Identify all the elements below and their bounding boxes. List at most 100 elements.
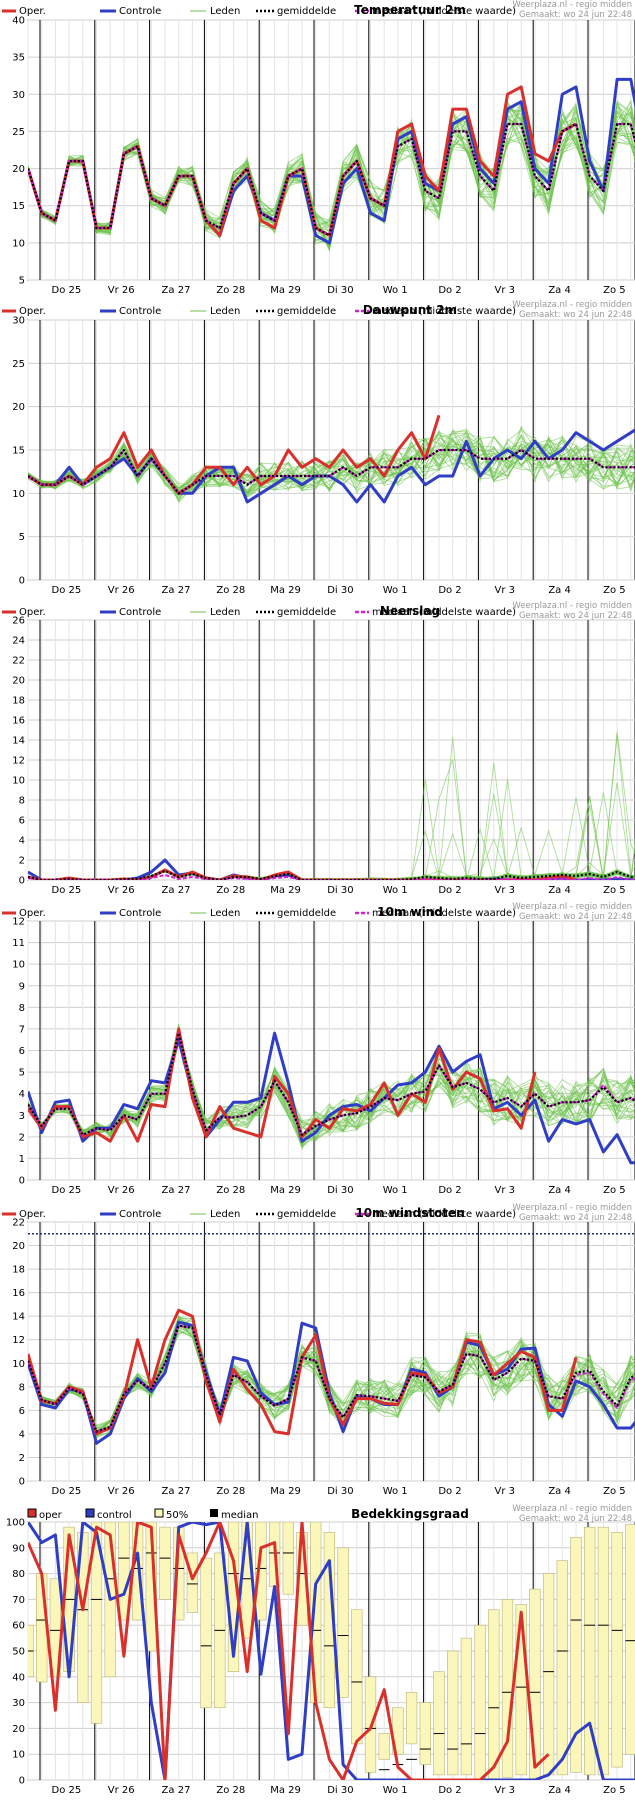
x-tick-label: Ma 29 bbox=[270, 885, 301, 896]
chart-title: Dauwpunt 2m bbox=[363, 303, 457, 317]
made-stamp: Gemaakt: wo 24 jun 22:48 bbox=[519, 10, 632, 20]
legend-mean-label: gemiddelde bbox=[277, 1209, 336, 1220]
y-tick-label: 4 bbox=[19, 836, 25, 847]
y-tick-label: 16 bbox=[12, 716, 25, 727]
y-tick-label: 15 bbox=[12, 446, 25, 457]
y-tick-label: 30 bbox=[12, 1698, 25, 1709]
plot-area bbox=[27, 1221, 635, 1482]
legend-band-label: 50% bbox=[166, 1510, 188, 1521]
legend-oper-swatch bbox=[27, 1508, 37, 1518]
legend-mean-label: gemiddelde bbox=[277, 607, 336, 618]
y-tick-label: 5 bbox=[19, 532, 25, 543]
y-tick-label: 70 bbox=[12, 1595, 25, 1606]
series-line-controle bbox=[28, 1031, 635, 1165]
plot-content bbox=[28, 414, 635, 504]
legend-median-label: mediaan (middelste waarde) bbox=[372, 1209, 516, 1220]
cover-band-bar bbox=[474, 1624, 486, 1780]
legend-members-label: Leden bbox=[210, 908, 240, 919]
x-tick-label: Do 2 bbox=[438, 285, 461, 296]
x-tick-label: Za 4 bbox=[548, 885, 571, 896]
made-stamp: Gemaakt: wo 24 jun 22:48 bbox=[519, 611, 632, 621]
x-tick-label: Ma 29 bbox=[270, 1185, 301, 1196]
site-stamp: Weerplaza.nl - regio midden bbox=[512, 601, 632, 611]
y-tick-label: 0 bbox=[19, 576, 25, 587]
y-tick-label: 20 bbox=[12, 676, 25, 687]
y-tick-label: 18 bbox=[12, 1265, 25, 1276]
y-tick-label: 14 bbox=[12, 736, 25, 747]
site-stamp: Weerplaza.nl - regio midden bbox=[512, 0, 632, 10]
y-tick-label: 12 bbox=[12, 917, 25, 928]
x-tick-label: Zo 28 bbox=[216, 1486, 245, 1497]
chart-title: 10m wind bbox=[377, 905, 443, 919]
x-tick-label: Za 4 bbox=[548, 1486, 571, 1497]
series-line-mediaanmiddelstewaarde bbox=[28, 449, 635, 495]
legend-control-label: Controle bbox=[119, 306, 161, 317]
cover-band-bar bbox=[282, 1522, 294, 1595]
y-tick-label: 8 bbox=[19, 796, 25, 807]
member-line bbox=[28, 109, 635, 249]
y-tick-label: 22 bbox=[12, 1218, 25, 1229]
x-tick-label: Zo 5 bbox=[603, 585, 626, 596]
member-line bbox=[28, 1315, 635, 1439]
cover-band-bar bbox=[36, 1573, 48, 1683]
y-tick-label: 40 bbox=[12, 1672, 25, 1683]
x-tick-label: Ma 29 bbox=[270, 1785, 301, 1796]
cover-band-bar bbox=[255, 1522, 267, 1621]
y-tick-label: 8 bbox=[19, 1003, 25, 1014]
y-tick-label: 30 bbox=[12, 90, 25, 101]
cover-band-bar bbox=[611, 1532, 623, 1768]
y-tick-label: 18 bbox=[12, 696, 25, 707]
y-tick-label: 12 bbox=[12, 1335, 25, 1346]
cover-band-bar bbox=[447, 1650, 459, 1776]
y-tick-label: 10 bbox=[12, 1750, 25, 1761]
y-tick-label: 10 bbox=[12, 238, 25, 249]
chart-panel-1: 5 10 15 20 25 30 35 40 Do 25 Vr 26 Za 27 Zo 28 Ma 29… bbox=[2, 0, 635, 296]
plot-area bbox=[27, 619, 635, 881]
legend-oper-label: Oper. bbox=[19, 1209, 46, 1220]
plot-content bbox=[28, 77, 635, 253]
legend-members-label: Leden bbox=[210, 306, 240, 317]
x-tick-label: Za 27 bbox=[162, 585, 191, 596]
series-line-controle bbox=[28, 858, 635, 880]
member-line bbox=[28, 442, 635, 495]
legend-oper-label: Oper. bbox=[19, 306, 46, 317]
x-tick-label: Do 25 bbox=[52, 1185, 82, 1196]
y-tick-label: 0 bbox=[19, 876, 25, 887]
x-tick-label: Do 2 bbox=[438, 1185, 461, 1196]
x-tick-label: Vr 26 bbox=[108, 1185, 135, 1196]
legend-median-label: mediaan (middelste waarde) bbox=[372, 908, 516, 919]
x-tick-label: Di 30 bbox=[327, 585, 353, 596]
legend-control-label: Controle bbox=[119, 607, 161, 618]
x-tick-label: Za 4 bbox=[548, 285, 571, 296]
member-line bbox=[28, 1026, 635, 1139]
x-tick-label: Vr 26 bbox=[108, 885, 135, 896]
y-tick-label: 2 bbox=[19, 1132, 25, 1143]
x-tick-label: Ma 29 bbox=[270, 585, 301, 596]
x-tick-label: Do 2 bbox=[438, 885, 461, 896]
cover-band-bar bbox=[118, 1522, 130, 1621]
member-line bbox=[28, 100, 635, 234]
cover-band-bar bbox=[584, 1526, 596, 1776]
legend-oper-label: Oper. bbox=[19, 6, 46, 17]
y-tick-label: 2 bbox=[19, 1453, 25, 1464]
y-tick-label: 60 bbox=[12, 1621, 25, 1632]
x-tick-label: Vr 3 bbox=[495, 1486, 516, 1497]
cover-band-bar bbox=[515, 1604, 527, 1776]
x-tick-label: Vr 26 bbox=[108, 285, 135, 296]
made-stamp: Gemaakt: wo 24 jun 22:48 bbox=[519, 1213, 632, 1223]
x-tick-label: Wo 1 bbox=[383, 885, 408, 896]
x-tick-label: Za 4 bbox=[548, 585, 571, 596]
y-tick-label: 90 bbox=[12, 1543, 25, 1554]
series-line-gemiddelde bbox=[28, 448, 635, 495]
x-tick-label: Do 25 bbox=[52, 1486, 82, 1497]
y-tick-label: 6 bbox=[19, 1406, 25, 1417]
legend-oper-label: Oper. bbox=[19, 607, 46, 618]
legend-median-label: mediaan (middelste waarde) bbox=[372, 6, 516, 17]
made-stamp: Gemaakt: wo 24 jun 22:48 bbox=[519, 310, 632, 320]
x-tick-label: Za 27 bbox=[162, 1486, 191, 1497]
legend-members-label: Leden bbox=[210, 1209, 240, 1220]
y-tick-label: 30 bbox=[12, 316, 25, 327]
y-tick-label: 5 bbox=[19, 276, 25, 287]
x-tick-label: Di 30 bbox=[327, 885, 353, 896]
x-tick-label: Di 30 bbox=[327, 1785, 353, 1796]
